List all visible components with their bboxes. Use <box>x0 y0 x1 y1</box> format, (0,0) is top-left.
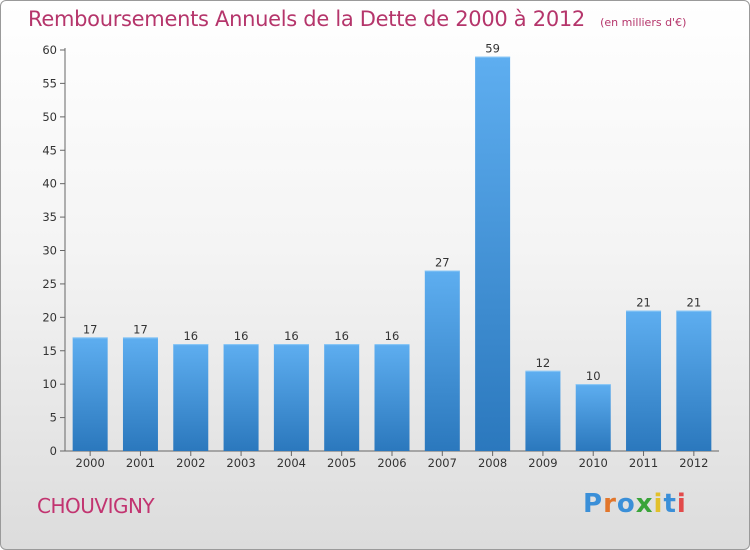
bar <box>676 310 712 451</box>
x-tick-label: 2011 <box>629 456 658 470</box>
x-tick-label: 2012 <box>679 456 708 470</box>
bar-value-label: 27 <box>435 256 450 270</box>
chart-title: Remboursements Annuels de la Dette de 20… <box>28 7 585 31</box>
bar <box>525 370 561 451</box>
logo-letter: r <box>603 489 617 519</box>
y-tick-label: 15 <box>42 344 57 358</box>
x-tick-label: 2008 <box>478 456 507 470</box>
logo-letter: x <box>635 489 654 519</box>
y-tick-label: 35 <box>42 210 57 224</box>
y-tick-label: 60 <box>42 43 57 57</box>
bar <box>424 270 460 451</box>
x-tick-label: 2001 <box>126 456 155 470</box>
y-tick-label: 55 <box>42 76 57 90</box>
proxiti-logo: Proxiti <box>583 489 687 519</box>
bar <box>475 56 511 451</box>
bar <box>324 344 360 451</box>
bar-value-label: 16 <box>183 329 198 343</box>
logo-letter: t <box>663 489 677 519</box>
title-row: Remboursements Annuels de la Dette de 20… <box>28 7 686 31</box>
bar <box>374 344 410 451</box>
bar-value-label: 59 <box>485 42 500 56</box>
x-tick-label: 2000 <box>76 456 105 470</box>
y-tick-label: 10 <box>42 377 57 391</box>
y-tick-label: 30 <box>42 244 57 258</box>
bar <box>173 344 209 451</box>
y-tick-label: 5 <box>50 411 57 425</box>
y-tick-label: 50 <box>42 110 57 124</box>
bar-value-label: 21 <box>636 296 651 310</box>
bar-value-label: 16 <box>284 329 299 343</box>
x-tick-label: 2004 <box>277 456 306 470</box>
logo-letter: P <box>583 489 604 519</box>
bar <box>223 344 259 451</box>
bar <box>122 337 158 451</box>
x-tick-label: 2006 <box>377 456 406 470</box>
x-tick-label: 2010 <box>579 456 608 470</box>
bar <box>626 310 662 451</box>
logo-letter: o <box>616 489 636 519</box>
y-tick-label: 25 <box>42 277 57 291</box>
y-tick-label: 40 <box>42 177 57 191</box>
place-name: CHOUVIGNY <box>37 494 155 518</box>
logo-letter: i <box>653 489 664 519</box>
x-tick-label: 2007 <box>428 456 457 470</box>
bar-value-label: 17 <box>83 322 98 336</box>
x-tick-label: 2003 <box>226 456 255 470</box>
y-tick-label: 0 <box>50 444 57 458</box>
bar-value-label: 12 <box>536 356 551 370</box>
bar-value-label: 21 <box>687 296 702 310</box>
x-tick-label: 2005 <box>327 456 356 470</box>
logo-letter: i <box>676 489 687 519</box>
x-tick-label: 2009 <box>528 456 557 470</box>
bar-value-label: 16 <box>385 329 400 343</box>
bar-value-label: 10 <box>586 369 601 383</box>
bar-value-label: 17 <box>133 322 148 336</box>
bar-value-label: 16 <box>334 329 349 343</box>
bar <box>72 337 108 451</box>
bar <box>273 344 309 451</box>
chart-unit-note: (en milliers d'€) <box>600 16 687 29</box>
bar-value-label: 16 <box>234 329 249 343</box>
x-tick-label: 2002 <box>176 456 205 470</box>
bar <box>575 384 611 451</box>
y-tick-label: 20 <box>42 310 57 324</box>
y-tick-label: 45 <box>42 143 57 157</box>
